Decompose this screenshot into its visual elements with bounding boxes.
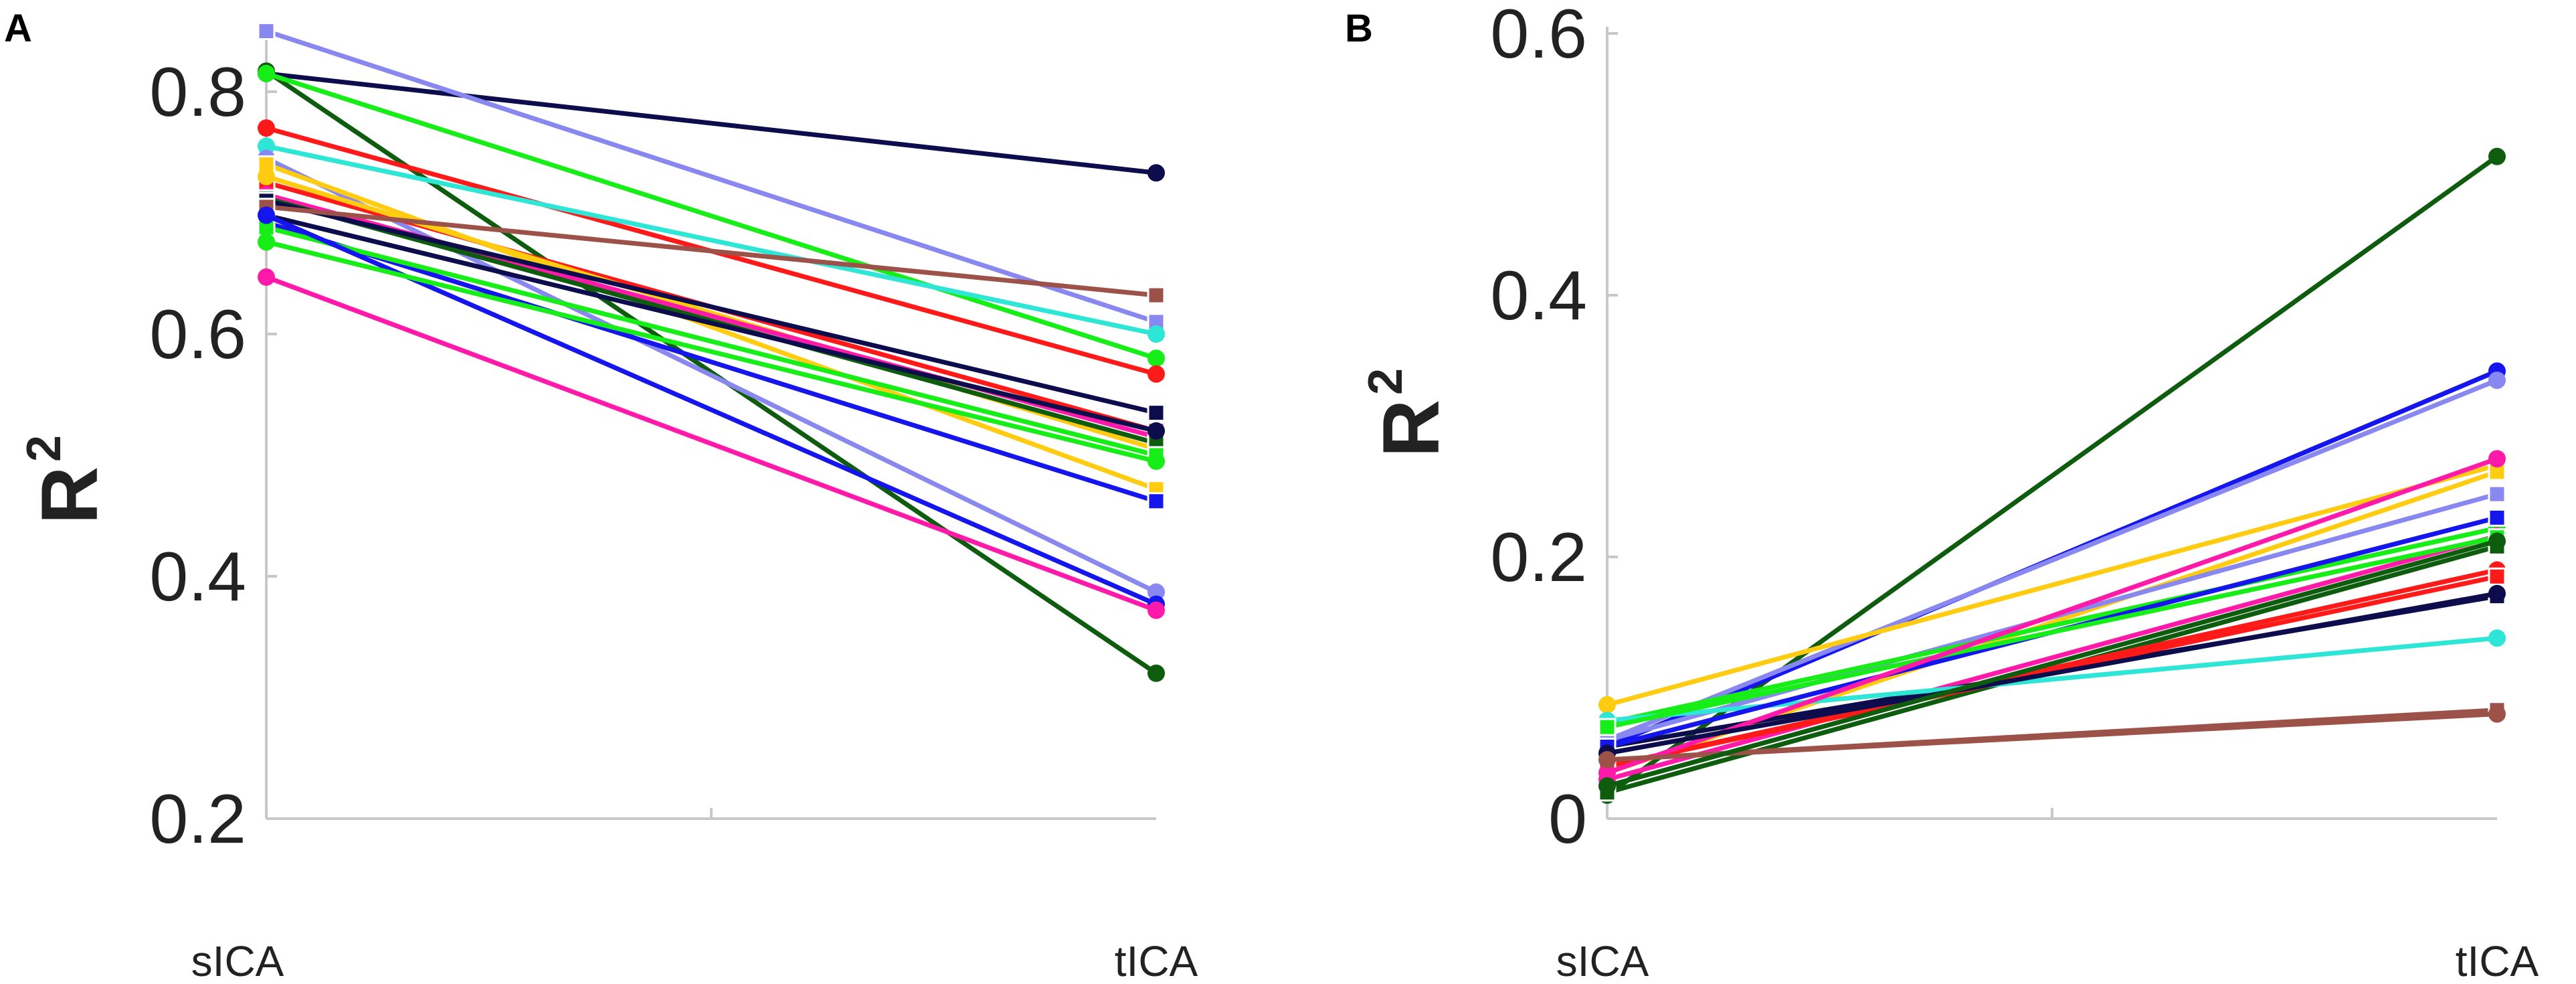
panel-a-point-tica-1	[1147, 164, 1165, 182]
panel-a-point-sica-20	[258, 268, 275, 286]
panel-b: B R 2 0 0.2 0.4 0.6 sICA tICA	[1345, 0, 2539, 984]
panel-a-ytick-label: 0.2	[149, 781, 246, 858]
panel-b-point-tica-19	[2488, 705, 2506, 723]
panel-a-point-sica-5	[258, 119, 275, 137]
panel-b-point-tica-15	[2488, 508, 2506, 527]
panel-b-ytick-label: 0.6	[1490, 0, 1587, 73]
panel-a-series-line-16	[264, 220, 1159, 504]
panel-a-series-line-20	[264, 274, 1159, 613]
panel-a-series-line-2	[264, 29, 1159, 325]
panel-b-ylabel: R	[1366, 400, 1456, 458]
panel-b-point-sica-19	[1598, 751, 1616, 769]
panel-a-point-tica-7	[1147, 583, 1165, 601]
panel-a-label: A	[4, 7, 32, 50]
panel-b-xcat-tica: tICA	[2456, 937, 2539, 984]
panel-b-ytick-label: 0.2	[1490, 519, 1587, 596]
panel-b-point-tica-18	[2488, 584, 2506, 602]
panel-b-point-tica-20	[2488, 532, 2506, 550]
panel-b-series-line-16	[1604, 535, 2500, 730]
panel-a-series-line-19	[264, 239, 1159, 464]
panel-b-series-line-4	[1604, 463, 2500, 708]
panel-b-point-sica-17	[1598, 764, 1616, 782]
panel-a-series-line-17	[264, 225, 1159, 458]
panel-a-ylabel: R	[25, 467, 114, 525]
panel-b-ytick-label: 0.4	[1490, 257, 1587, 335]
panel-a-point-tica-5	[1147, 365, 1165, 383]
panel-b-series-line-20	[1604, 539, 2500, 789]
panel-b-series-line-18	[1604, 591, 2500, 756]
panel-a-point-tica-13	[1147, 404, 1166, 422]
panel-b-series-line-13	[1604, 635, 2500, 723]
panel-a-series-line-7	[264, 156, 1159, 595]
panel-b-point-sica-20	[1598, 777, 1616, 795]
panel-a-point-tica-14	[1147, 286, 1166, 305]
panel-a-point-sica-19	[258, 233, 275, 251]
panel-b-point-tica-14	[2488, 567, 2506, 586]
panel-a-series-line-3	[264, 68, 1159, 676]
panel-b-point-tica-13	[2488, 629, 2506, 647]
panel-a: A R 2 0.2 0.4 0.6 0.8 sICA tICA	[4, 7, 1198, 984]
panel-a-ytick-label: 0.4	[149, 538, 246, 616]
panel-a-series-line-15	[264, 213, 1159, 434]
panel-b-series-line-3	[1604, 378, 2500, 743]
panel-a-ytick-label: 0.8	[149, 54, 246, 131]
panel-a-point-sica-2	[257, 22, 276, 40]
panel-b-series-line-7	[1604, 525, 2500, 726]
panel-b-series-line-19	[1604, 712, 2500, 762]
panel-b-ylabel-sup: 2	[1359, 368, 1412, 395]
panel-a-point-tica-19	[1147, 453, 1165, 471]
panel-a-point-tica-3	[1147, 664, 1165, 682]
panel-a-point-sica-6	[258, 137, 275, 155]
panel-b-ytick-label: 0	[1548, 781, 1587, 858]
panel-a-series	[257, 22, 1166, 682]
panel-b-point-tica-3	[2488, 372, 2506, 390]
panel-a-series-line-13	[264, 198, 1159, 416]
panel-a-series-line-14	[264, 204, 1159, 298]
panel-b-xcat-sica: sICA	[1556, 937, 1649, 984]
panel-a-point-sica-10	[258, 167, 275, 185]
panel-b-point-sica-16	[1598, 718, 1617, 736]
panel-b-series-line-8	[1604, 534, 2500, 782]
panel-b-point-sica-4	[1598, 695, 1616, 714]
panel-a-point-tica-16	[1147, 492, 1166, 511]
panel-a-point-tica-6	[1147, 325, 1165, 343]
panel-a-yticks: 0.2 0.4 0.6 0.8	[149, 54, 277, 858]
panel-a-point-sica-4	[258, 64, 275, 82]
panel-a-point-tica-20	[1147, 601, 1165, 619]
panel-a-series-line-12	[264, 195, 1159, 446]
panel-a-point-tica-4	[1147, 349, 1165, 367]
panel-b-label: B	[1345, 7, 1373, 50]
panel-b-point-tica-5	[2488, 463, 2506, 481]
panel-b-series	[1598, 147, 2506, 804]
panel-a-series-line-4	[264, 71, 1159, 361]
panel-a-series-line-8	[264, 162, 1159, 492]
panel-a-series-line-1	[264, 71, 1159, 175]
panel-a-xcat-sica: sICA	[191, 937, 284, 984]
panel-a-ytick-label: 0.6	[149, 296, 246, 374]
panel-b-point-tica-17	[2488, 450, 2506, 468]
panel-a-series-line-6	[264, 143, 1159, 337]
panel-b-point-tica-6	[2488, 485, 2506, 503]
panel-a-ylabel-sup: 2	[17, 435, 71, 462]
panel-b-point-tica-1	[2488, 147, 2506, 165]
panel-b-series-line-17	[1604, 456, 2500, 776]
panel-a-xcat-tica: tICA	[1115, 937, 1198, 984]
panel-b-yticks: 0 0.2 0.4 0.6	[1490, 0, 1618, 858]
panel-a-point-sica-18	[258, 206, 275, 224]
panel-a-point-tica-15	[1147, 422, 1165, 440]
